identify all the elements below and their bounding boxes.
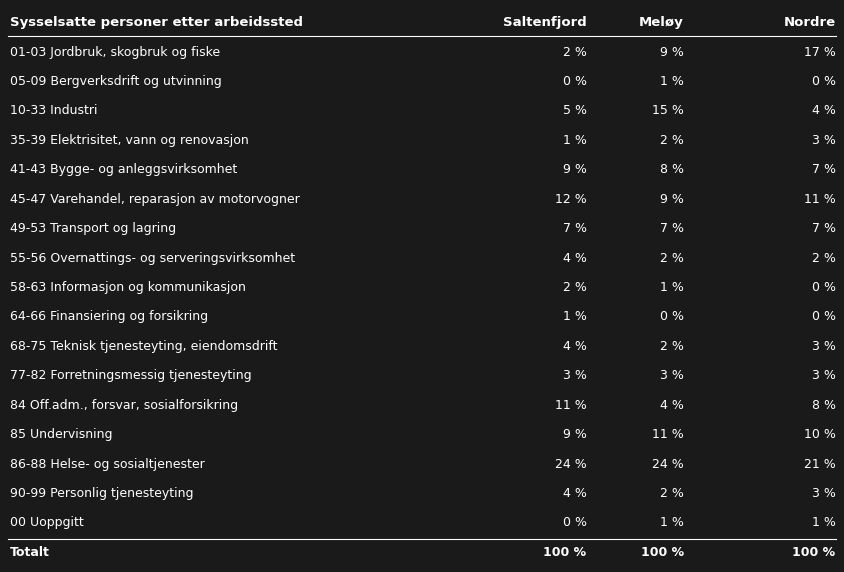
Text: 5 %: 5 % [563, 105, 587, 117]
Text: 35-39 Elektrisitet, vann og renovasjon: 35-39 Elektrisitet, vann og renovasjon [10, 134, 249, 147]
Text: 2 %: 2 % [563, 281, 587, 294]
Text: 24 %: 24 % [652, 458, 684, 471]
Text: 12 %: 12 % [555, 193, 587, 206]
Text: 2 %: 2 % [563, 46, 587, 59]
Text: 4 %: 4 % [563, 252, 587, 265]
Text: 11 %: 11 % [555, 399, 587, 412]
Text: 2 %: 2 % [660, 487, 684, 500]
Text: 49-53 Transport og lagring: 49-53 Transport og lagring [10, 222, 176, 235]
Text: 58-63 Informasjon og kommunikasjon: 58-63 Informasjon og kommunikasjon [10, 281, 246, 294]
Text: 4 %: 4 % [563, 340, 587, 353]
Text: 2 %: 2 % [812, 252, 836, 265]
Text: 4 %: 4 % [812, 105, 836, 117]
Text: 0 %: 0 % [812, 75, 836, 88]
Text: 7 %: 7 % [563, 222, 587, 235]
Text: 1 %: 1 % [660, 75, 684, 88]
Text: 2 %: 2 % [660, 252, 684, 265]
Text: 1 %: 1 % [660, 517, 684, 529]
Text: 00 Uoppgitt: 00 Uoppgitt [10, 517, 84, 529]
Text: 1 %: 1 % [812, 517, 836, 529]
Text: Saltenfjord: Saltenfjord [503, 16, 587, 29]
Text: 15 %: 15 % [652, 105, 684, 117]
Text: 3 %: 3 % [812, 370, 836, 382]
Text: 17 %: 17 % [803, 46, 836, 59]
Text: 3 %: 3 % [812, 487, 836, 500]
Text: 0 %: 0 % [563, 75, 587, 88]
Text: 1 %: 1 % [563, 311, 587, 323]
Text: Meløy: Meløy [639, 16, 684, 29]
Text: 90-99 Personlig tjenesteyting: 90-99 Personlig tjenesteyting [10, 487, 193, 500]
Text: 1 %: 1 % [563, 134, 587, 147]
Text: 7 %: 7 % [660, 222, 684, 235]
Text: 21 %: 21 % [803, 458, 836, 471]
Text: 64-66 Finansiering og forsikring: 64-66 Finansiering og forsikring [10, 311, 208, 323]
Text: 2 %: 2 % [660, 340, 684, 353]
Text: 24 %: 24 % [555, 458, 587, 471]
Text: 7 %: 7 % [812, 222, 836, 235]
Text: Sysselsatte personer etter arbeidssted: Sysselsatte personer etter arbeidssted [10, 16, 303, 29]
Text: 1 %: 1 % [660, 281, 684, 294]
Text: 01-03 Jordbruk, skogbruk og fiske: 01-03 Jordbruk, skogbruk og fiske [10, 46, 220, 59]
Text: 85 Undervisning: 85 Undervisning [10, 428, 112, 441]
Text: 0 %: 0 % [812, 281, 836, 294]
Text: 45-47 Varehandel, reparasjon av motorvogner: 45-47 Varehandel, reparasjon av motorvog… [10, 193, 300, 206]
Text: 41-43 Bygge- og anleggsvirksomhet: 41-43 Bygge- og anleggsvirksomhet [10, 164, 237, 176]
Text: 0 %: 0 % [563, 517, 587, 529]
Text: 4 %: 4 % [660, 399, 684, 412]
Text: 0 %: 0 % [660, 311, 684, 323]
Text: 2 %: 2 % [660, 134, 684, 147]
Text: Nordre: Nordre [783, 16, 836, 29]
Text: Totalt: Totalt [10, 546, 50, 559]
Text: 100 %: 100 % [544, 546, 587, 559]
Text: 9 %: 9 % [563, 164, 587, 176]
Text: 68-75 Teknisk tjenesteyting, eiendomsdrift: 68-75 Teknisk tjenesteyting, eiendomsdri… [10, 340, 278, 353]
Text: 0 %: 0 % [812, 311, 836, 323]
Text: 3 %: 3 % [812, 134, 836, 147]
Text: 77-82 Forretningsmessig tjenesteyting: 77-82 Forretningsmessig tjenesteyting [10, 370, 252, 382]
Text: 8 %: 8 % [812, 399, 836, 412]
Text: 3 %: 3 % [660, 370, 684, 382]
Text: 10-33 Industri: 10-33 Industri [10, 105, 98, 117]
Text: 4 %: 4 % [563, 487, 587, 500]
Text: 3 %: 3 % [563, 370, 587, 382]
Text: 05-09 Bergverksdrift og utvinning: 05-09 Bergverksdrift og utvinning [10, 75, 222, 88]
Text: 84 Off.adm., forsvar, sosialforsikring: 84 Off.adm., forsvar, sosialforsikring [10, 399, 238, 412]
Text: 100 %: 100 % [641, 546, 684, 559]
Text: 100 %: 100 % [793, 546, 836, 559]
Text: 9 %: 9 % [660, 46, 684, 59]
Text: 9 %: 9 % [660, 193, 684, 206]
Text: 8 %: 8 % [660, 164, 684, 176]
Text: 86-88 Helse- og sosialtjenester: 86-88 Helse- og sosialtjenester [10, 458, 205, 471]
Text: 10 %: 10 % [803, 428, 836, 441]
Text: 9 %: 9 % [563, 428, 587, 441]
Text: 11 %: 11 % [803, 193, 836, 206]
Text: 11 %: 11 % [652, 428, 684, 441]
Text: 7 %: 7 % [812, 164, 836, 176]
Text: 3 %: 3 % [812, 340, 836, 353]
Text: 55-56 Overnattings- og serveringsvirksomhet: 55-56 Overnattings- og serveringsvirksom… [10, 252, 295, 265]
